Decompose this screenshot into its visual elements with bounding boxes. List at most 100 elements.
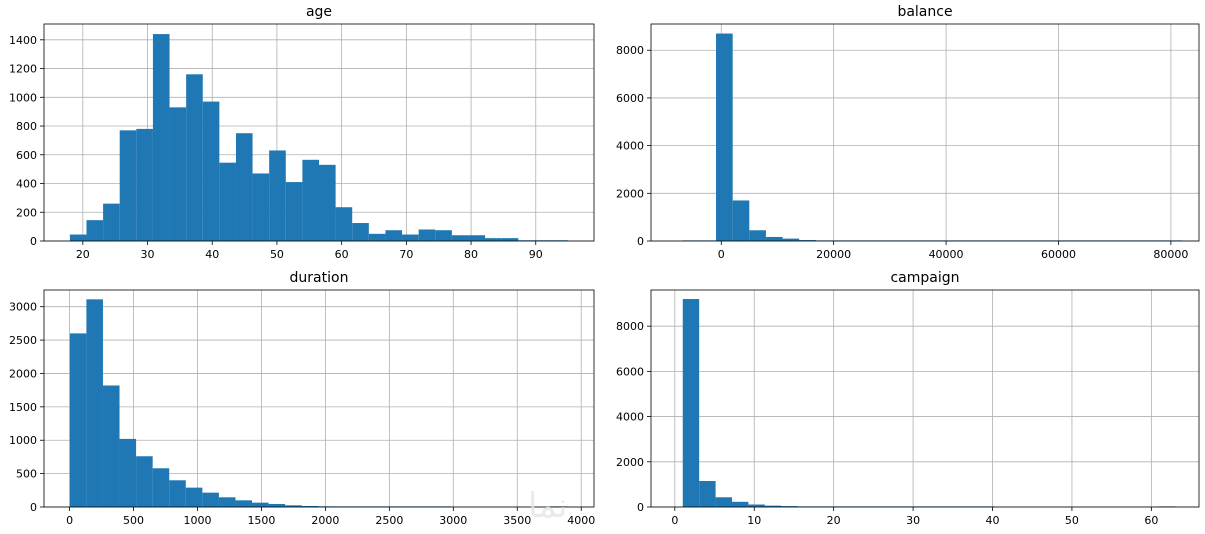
histogram-bar (781, 506, 798, 507)
histogram-bar (119, 438, 137, 507)
x-tick-label: 1000 (183, 514, 211, 527)
x-tick-label: 2500 (375, 514, 403, 527)
histogram-bar (219, 162, 236, 241)
chart-panel-duration: 0 500 1000 1500 2000 2500 3000 3500 4000 0 500 1000… (9, 270, 595, 527)
histogram-bar (715, 497, 733, 507)
x-tick-label: 50 (1065, 514, 1079, 527)
y-tick-label: 8000 (616, 320, 644, 333)
histogram-bar (102, 385, 120, 507)
x-tick-label: 4000 (567, 514, 595, 527)
histogram-bar (301, 505, 319, 507)
histogram-bar (335, 207, 353, 241)
axes-frame (43, 23, 595, 242)
histogram-bar (302, 159, 320, 241)
x-tick-label: 30 (906, 514, 920, 527)
y-tick-label: 1400 (9, 34, 37, 47)
histogram-bar (385, 230, 403, 241)
axes-frame (43, 289, 595, 508)
histogram-bar (468, 235, 486, 241)
y-tick-label: 6000 (616, 365, 644, 378)
histogram-bar (485, 238, 502, 241)
x-tick-label: 0 (718, 248, 725, 261)
histogram-bar (169, 480, 186, 507)
y-tick-label: 6000 (616, 92, 644, 105)
y-tick-label: 0 (30, 235, 37, 248)
histogram-bar (152, 34, 170, 241)
x-tick-label: 40000 (929, 248, 964, 261)
histogram-bar (682, 299, 700, 507)
y-tick-label: 4000 (616, 411, 644, 424)
x-tick-label: 40 (986, 514, 1000, 527)
histogram-bar (285, 182, 303, 241)
histogram-bar (418, 229, 436, 241)
histogram-bar (86, 220, 104, 241)
chart-panel-campaign: 0 10 20 30 40 50 60 0 2000 4000 6000 8000 campaign (616, 270, 1200, 527)
y-tick-label: 200 (16, 206, 37, 219)
y-tick-label: 8000 (616, 44, 644, 57)
histogram-bar (352, 223, 369, 241)
histogram-bar (235, 500, 253, 507)
x-tick-label: 40 (205, 248, 219, 261)
histogram-bar (716, 33, 733, 242)
axes-frame (650, 289, 1200, 508)
histogram-bar (732, 200, 750, 241)
x-tick-label: 500 (123, 514, 144, 527)
chart-title: campaign (890, 270, 959, 286)
histogram-bar (202, 101, 220, 241)
x-tick-label: 10 (747, 514, 761, 527)
chart-title: age (306, 4, 332, 20)
histogram-bar (765, 236, 783, 241)
histogram-bar (368, 233, 386, 241)
histogram-bar (285, 505, 302, 507)
y-tick-label: 400 (16, 178, 37, 191)
x-tick-label: 50 (270, 248, 284, 261)
histogram-bar (269, 150, 286, 241)
histogram-bar (69, 333, 87, 507)
histogram-bar (152, 468, 170, 507)
x-tick-label: 0 (671, 514, 678, 527)
histogram-bar (218, 497, 236, 507)
histogram-bar (402, 234, 419, 241)
histogram-bar (103, 203, 120, 241)
histogram-bar (235, 133, 253, 241)
x-tick-label: 20 (76, 248, 90, 261)
x-tick-label: 20000 (816, 248, 851, 261)
y-tick-label: 1000 (9, 91, 37, 104)
chart-panel-age: 20 30 40 50 60 70 80 90 0 200 400 600 800 1000 1200 140… (9, 4, 595, 261)
y-tick-label: 1200 (9, 63, 37, 76)
x-tick-label: 80 (464, 248, 478, 261)
y-tick-label: 0 (637, 501, 644, 514)
x-tick-label: 0 (66, 514, 73, 527)
histogram-bar (451, 235, 469, 241)
y-tick-label: 2500 (9, 334, 37, 347)
histogram-bar (202, 492, 219, 507)
y-tick-label: 2000 (9, 367, 37, 380)
x-tick-label: 90 (529, 248, 543, 261)
chart-panel-balance: 0 20000 40000 60000 80000 0 2000 4000 6000 8000 ba… (616, 4, 1200, 261)
chart-title: duration (290, 270, 349, 286)
histogram-bar (69, 234, 87, 241)
histogram-bar (169, 107, 187, 242)
y-tick-label: 2000 (616, 456, 644, 469)
histogram-bar (501, 238, 519, 241)
histogram-bar (268, 503, 286, 507)
histogram-bar (136, 128, 153, 241)
histogram-bar (749, 230, 766, 241)
x-tick-label: 80000 (1153, 248, 1188, 261)
y-tick-label: 0 (637, 235, 644, 248)
x-tick-label: 60 (1144, 514, 1158, 527)
x-tick-label: 1500 (247, 514, 275, 527)
x-tick-label: 60 (335, 248, 349, 261)
axes-frame (650, 23, 1200, 242)
histogram-bar (86, 299, 103, 507)
histogram-bar (732, 501, 749, 507)
histogram-bar (435, 230, 452, 241)
histogram-bar (699, 481, 716, 507)
histogram-bar (319, 164, 336, 241)
y-tick-label: 2000 (616, 187, 644, 200)
x-tick-label: 60000 (1041, 248, 1076, 261)
y-tick-label: 500 (16, 468, 37, 481)
histogram-bar (186, 74, 203, 242)
x-tick-label: 3500 (503, 514, 531, 527)
